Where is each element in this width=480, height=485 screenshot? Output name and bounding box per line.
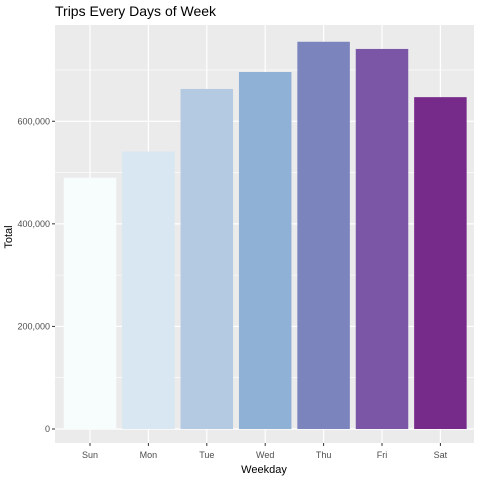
y-tick-label: 200,000	[17, 321, 50, 331]
x-axis: Sun Mon Tue Wed Thu Fri Sat	[82, 443, 448, 460]
x-tick-label: Wed	[256, 450, 274, 460]
x-axis-label: Weekday	[241, 464, 287, 476]
bar-thu	[297, 41, 350, 430]
y-tick-label: 400,000	[17, 219, 50, 229]
x-tick-label: Sat	[434, 450, 448, 460]
x-tick-label: Fri	[377, 450, 388, 460]
x-tick-label: Sun	[82, 450, 98, 460]
bar-sat	[414, 97, 467, 429]
x-tick-label: Tue	[199, 450, 214, 460]
y-axis: 0 200,000 400,000 600,000	[17, 116, 55, 434]
bar-fri	[355, 48, 409, 429]
bar-mon	[122, 151, 175, 429]
y-tick-label: 600,000	[17, 116, 50, 126]
bar-sun	[63, 177, 117, 429]
x-tick-label: Mon	[140, 450, 158, 460]
bar-tue	[180, 88, 234, 429]
bars	[63, 41, 467, 430]
y-tick-label: 0	[45, 424, 50, 434]
x-tick-label: Thu	[316, 450, 332, 460]
y-axis-label: Total	[3, 225, 15, 248]
chart-title: Trips Every Days of Week	[55, 3, 217, 19]
bar-wed	[238, 72, 292, 430]
